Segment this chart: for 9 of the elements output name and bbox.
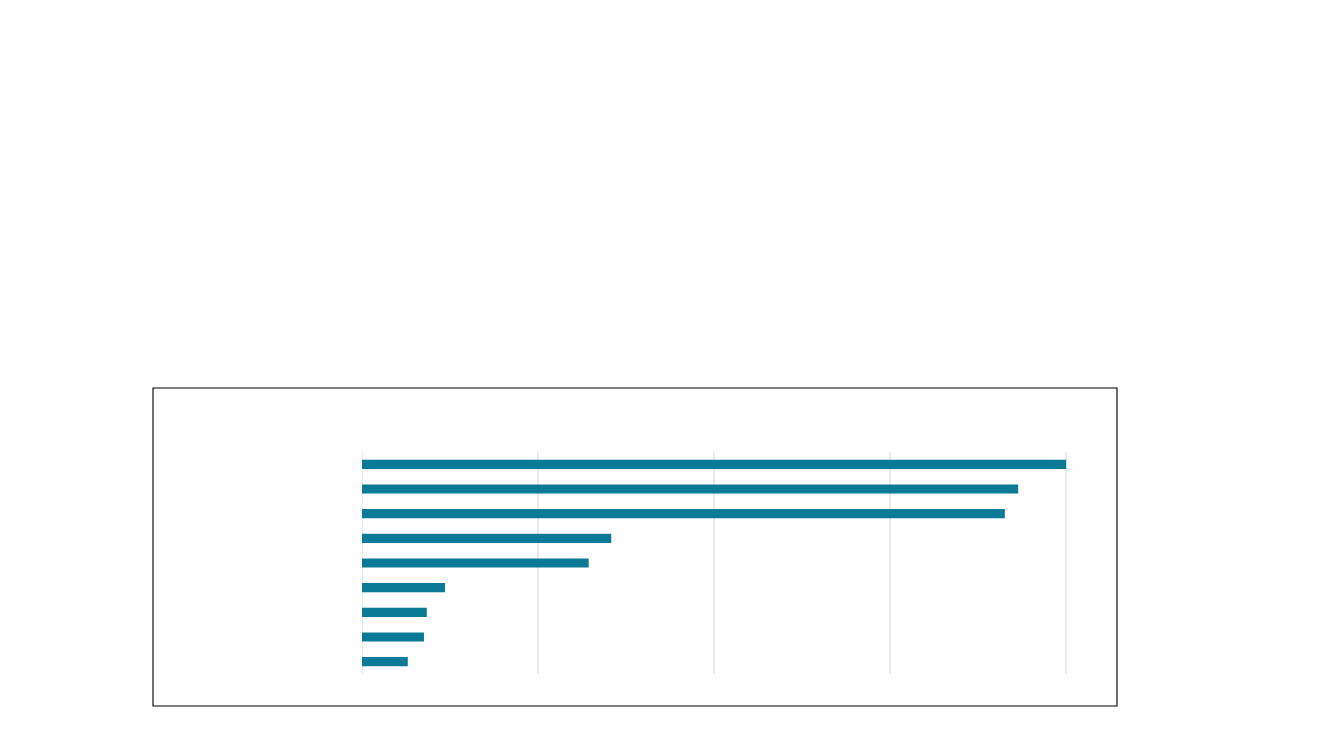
- bar: [362, 583, 446, 593]
- bar: [362, 509, 1005, 519]
- bar: [362, 533, 612, 543]
- bar: [362, 632, 424, 642]
- bar: [362, 484, 1019, 494]
- bar: [362, 558, 589, 568]
- bar: [362, 459, 1067, 469]
- bar: [362, 657, 408, 667]
- bar: [362, 607, 427, 617]
